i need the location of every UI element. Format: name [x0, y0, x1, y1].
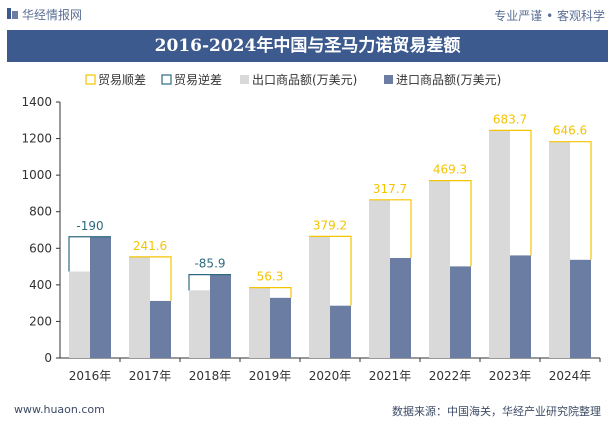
legend-swatch [161, 74, 172, 85]
balance-label: 683.7 [493, 112, 527, 126]
balance-label: 317.7 [373, 182, 407, 196]
bars [69, 130, 591, 358]
balance-markers: -190 241.6 -85.9 56.3 379.2 317.7 469.3 683.7 64… [68, 112, 592, 306]
axes: 0 200 400 600 800 1000 1200 1400 2016年 2017年 2018年… [21, 95, 601, 383]
y-tick-label: 0 [44, 351, 52, 365]
import-bar [270, 297, 291, 358]
y-tick-label: 1400 [21, 95, 52, 109]
y-tick-label: 800 [29, 205, 52, 219]
site-name: 华经情报网 [22, 8, 83, 22]
surplus-bracket [309, 235, 352, 306]
x-tick-label: 2024年 [549, 369, 592, 383]
slogan: 专业严谨 • 客观科学 [494, 9, 605, 23]
chart: 贸易顺差 贸易逆差 出口商品额(万美元) 进口商品额(万美元) 0 200 400 600 8… [21, 72, 601, 383]
legend-label: 出口商品额(万美元) [252, 72, 357, 87]
footer-website: www.huaon.com [14, 403, 105, 416]
x-tick-label: 2022年 [429, 369, 472, 383]
export-bar [429, 180, 450, 358]
logo-icon [7, 8, 18, 19]
x-tick-label: 2018年 [189, 369, 232, 383]
legend-label: 进口商品额(万美元) [396, 72, 501, 87]
y-tick-label: 600 [29, 241, 52, 255]
legend-swatch [85, 74, 96, 85]
legend: 贸易顺差 贸易逆差 出口商品额(万美元) 进口商品额(万美元) [85, 72, 501, 87]
x-tick-label: 2017年 [129, 369, 172, 383]
x-tick-label: 2023年 [489, 369, 532, 383]
export-bar [489, 130, 510, 358]
surplus-bracket [369, 199, 412, 258]
balance-label: 241.6 [133, 239, 167, 253]
x-tick-label: 2020年 [309, 369, 352, 383]
import-bar [330, 305, 351, 358]
export-bar [69, 271, 90, 358]
y-tick-label: 1000 [21, 168, 52, 182]
deficit-bracket [68, 236, 111, 272]
surplus-bracket [549, 141, 592, 260]
export-bar [189, 290, 210, 358]
title-bar: 2016-2024年中国与圣马力诺贸易差额 [7, 30, 608, 62]
deficit-bracket [188, 274, 231, 291]
export-bar [309, 236, 330, 358]
y-tick-label: 400 [29, 278, 52, 292]
top-bar: 华经情报网 专业严谨 • 客观科学 [0, 0, 615, 28]
balance-label: 379.2 [313, 218, 347, 232]
balance-label: 56.3 [257, 270, 284, 284]
x-tick-label: 2016年 [69, 369, 112, 383]
surplus-bracket [429, 180, 472, 267]
x-tick-label: 2021年 [369, 369, 412, 383]
import-bar [210, 274, 231, 358]
export-bar [129, 256, 150, 358]
import-bar [150, 300, 171, 358]
balance-label: 646.6 [553, 124, 587, 138]
export-bar [249, 287, 270, 358]
balance-label: -190 [76, 219, 103, 233]
import-bar [450, 266, 471, 358]
surplus-bracket [129, 256, 172, 301]
import-bar [570, 259, 591, 358]
x-tick-label: 2019年 [249, 369, 292, 383]
surplus-bracket [249, 287, 292, 298]
import-bar [90, 236, 111, 358]
footer-source: 数据来源：中国海关，华经产业研究院整理 [392, 405, 601, 418]
balance-label: -85.9 [194, 257, 225, 271]
chart-title: 2016-2024年中国与圣马力诺贸易差额 [154, 36, 461, 56]
import-bar [510, 255, 531, 358]
legend-swatch [240, 75, 249, 84]
legend-label: 贸易逆差 [174, 72, 222, 87]
y-tick-label: 1200 [21, 132, 52, 146]
export-bar [369, 199, 390, 358]
export-bar [549, 141, 570, 358]
y-tick-label: 200 [29, 314, 52, 328]
legend-label: 贸易顺差 [98, 73, 146, 87]
legend-swatch [384, 75, 393, 84]
import-bar [390, 257, 411, 358]
balance-label: 469.3 [433, 163, 467, 177]
surplus-bracket [489, 129, 532, 256]
